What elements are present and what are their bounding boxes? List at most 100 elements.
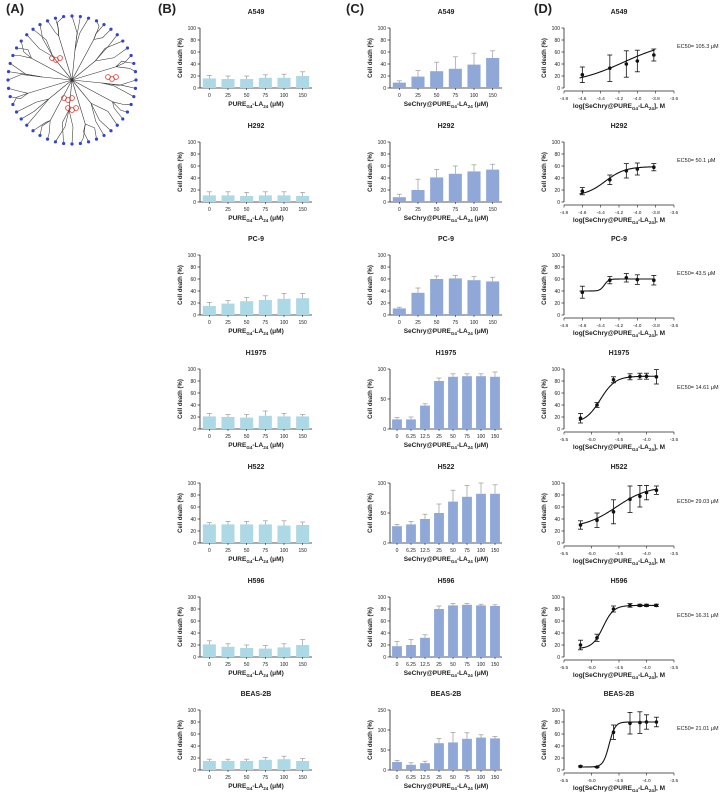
branch <box>52 56 73 81</box>
y-tick-label: 100 <box>378 481 387 487</box>
chart-title: PC-9 <box>611 236 627 243</box>
chart-title: H1975 <box>436 350 457 357</box>
branch <box>16 98 49 113</box>
panel-label-c: (C) <box>346 1 364 16</box>
amine-terminal <box>31 129 35 133</box>
y-tick-label: 20 <box>190 74 196 80</box>
x-axis-label-part: 24 <box>263 559 269 564</box>
branch <box>90 103 105 136</box>
y-tick-label: 40 <box>554 289 560 295</box>
bar <box>448 68 462 88</box>
x-axis-label-part: -LA <box>252 101 263 108</box>
x-tick-label: -4.4 <box>597 210 606 216</box>
x-axis-label-part: -LA <box>252 783 263 790</box>
x-axis-label-part: 24 <box>649 675 655 680</box>
y-tick-label: 40 <box>554 744 560 750</box>
x-tick-label: 150 <box>298 434 307 440</box>
chart-title: A549 <box>438 9 455 16</box>
x-axis-label-part: (μM) <box>268 215 284 222</box>
x-axis-label-part: PURE <box>228 670 247 677</box>
y-tick-label: 40 <box>190 62 196 68</box>
x-axis-label-part: log[SeChry@PURE <box>573 558 633 565</box>
x-tick-label: 25 <box>436 434 442 440</box>
x-tick-label: -4.0 <box>642 778 651 784</box>
y-tick-label: 40 <box>554 403 560 409</box>
branch <box>71 79 92 104</box>
x-tick-label: 0 <box>208 662 211 668</box>
amine-terminal <box>6 86 11 90</box>
x-axis-label-part: G4 <box>451 559 458 564</box>
x-axis-label-part: -LA <box>638 103 649 110</box>
x-tick-label: 6.25 <box>406 548 416 554</box>
x-tick-label: 100 <box>280 548 289 554</box>
bar <box>392 762 402 770</box>
bar <box>202 78 216 88</box>
bar <box>240 761 254 770</box>
x-axis-label-part: ], M <box>654 672 665 679</box>
x-tick-label: 100 <box>280 775 289 781</box>
x-tick-label: 150 <box>298 207 307 213</box>
x-tick-label: -4.6 <box>578 210 587 216</box>
y-tick-label: 60 <box>190 164 196 170</box>
branch <box>31 57 73 81</box>
x-tick-label: 12.5 <box>420 548 430 554</box>
amine-terminal <box>132 61 136 66</box>
x-axis-label-part: (μM) <box>473 783 489 790</box>
ec50-label: EC50= 21.01 μM <box>677 726 719 732</box>
y-tick-label: 60 <box>554 619 560 625</box>
x-axis-label-part: -LA <box>252 556 263 563</box>
y-tick-label: 40 <box>190 744 196 750</box>
branch <box>90 103 112 132</box>
bar <box>434 609 444 657</box>
y-tick-label: 150 <box>378 708 387 714</box>
x-tick-label: 150 <box>298 320 307 326</box>
x-tick-label: -4.2 <box>615 323 624 329</box>
y-tick-label: 40 <box>554 62 560 68</box>
x-tick-label: -5.0 <box>587 551 596 557</box>
data-point <box>644 374 649 379</box>
y-tick-label: 0 <box>557 541 560 547</box>
x-tick-label: 0 <box>396 434 399 440</box>
x-axis-label: log[SeChry@PUREG4-LA24], M <box>573 217 665 225</box>
branch <box>47 20 59 37</box>
data-point <box>652 165 656 169</box>
x-tick-label: 0 <box>208 207 211 213</box>
bar <box>240 417 254 429</box>
x-tick-label: 50 <box>450 548 456 554</box>
amine-terminal <box>129 102 133 107</box>
bar <box>240 196 254 202</box>
bar <box>221 195 235 202</box>
x-axis-label-part: 24 <box>263 104 269 109</box>
branch <box>71 79 86 125</box>
chart-c-a549: A549 Cell death (%) 0 20 40 60 80 100 0 25 50 75 100… <box>368 9 502 109</box>
chart-d-h522: H522 Cell death (%) 0 20 40 60 80 100 -5.5 -5.0 -4… <box>542 464 719 566</box>
x-axis-label-part: -LA <box>457 783 468 790</box>
x-tick-label: 100 <box>280 434 289 440</box>
amine-terminal <box>94 137 99 141</box>
x-tick-label: -3.6 <box>670 96 679 102</box>
x-axis-label-part: ], M <box>654 785 665 792</box>
x-axis-label-part: -LA <box>638 558 649 565</box>
y-tick-label: 0 <box>383 655 386 661</box>
y-tick-label: 100 <box>552 595 561 601</box>
x-axis-label-part: ], M <box>654 558 665 565</box>
x-axis-label-part: (μM) <box>268 328 284 335</box>
branch <box>95 47 128 62</box>
bar <box>490 606 500 657</box>
x-axis-label-part: G4 <box>246 445 253 450</box>
y-tick-label: 40 <box>190 176 196 182</box>
y-axis-label: Cell death (%) <box>542 607 548 647</box>
x-tick-label: 75 <box>263 775 269 781</box>
branch <box>20 40 32 59</box>
y-axis-label: Cell death (%) <box>178 493 184 533</box>
x-tick-label: 50 <box>244 662 250 668</box>
x-tick-label: 150 <box>491 775 500 781</box>
y-tick-label: 100 <box>188 481 197 487</box>
x-axis-label-part: 24 <box>468 673 474 678</box>
x-axis-label: SeChry@PUREG4-LA24 (μM) <box>404 556 489 564</box>
branch <box>62 109 70 144</box>
branch <box>21 98 49 120</box>
bar <box>202 416 216 429</box>
y-axis-label: Cell death (%) <box>368 38 374 78</box>
x-axis-label: SeChry@PUREG4-LA24 (μM) <box>404 328 489 336</box>
